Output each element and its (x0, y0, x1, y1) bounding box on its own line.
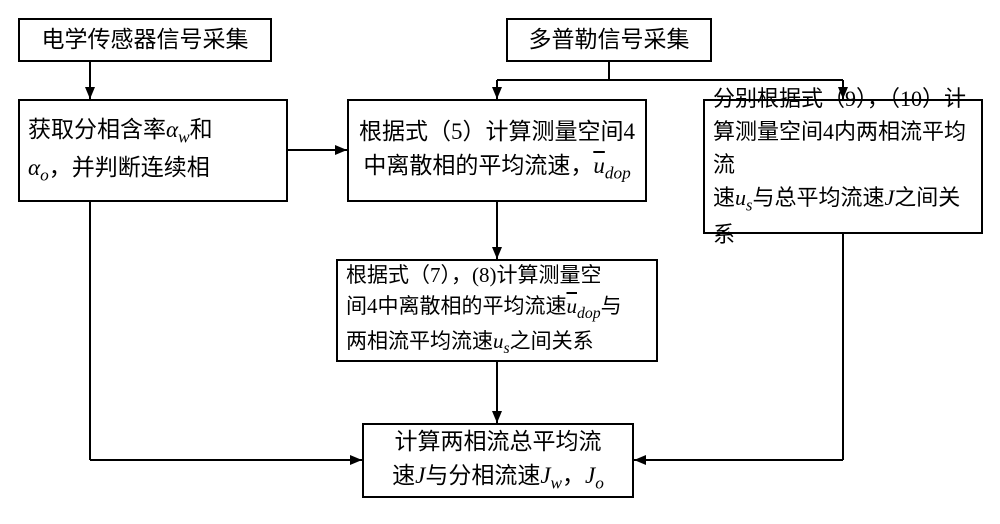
node-eq5-velocity: 根据式（5）计算测量空间4中离散相的平均流速，udop (347, 99, 647, 202)
node-compute-total: 计算两相流总平均流速J与分相流速Jw，Jo (362, 423, 634, 498)
node-doppler-signal: 多普勒信号采集 (506, 18, 712, 62)
node-label: 根据式（7），(8)计算测量空间4中离散相的平均流速udop与两相流平均流速us… (346, 260, 622, 361)
node-phase-fraction: 获取分相含率αw和αo，并判断连续相 (18, 99, 288, 202)
node-label: 获取分相含率αw和αo，并判断连续相 (28, 113, 213, 188)
node-eq9-10-relation: 分别根据式（9），（10）计算测量空间4内两相流平均流速us与总平均流速J之间关… (703, 99, 983, 234)
node-electrical-sensor: 电学传感器信号采集 (18, 18, 272, 62)
node-label: 多普勒信号采集 (529, 23, 690, 58)
node-label: 计算两相流总平均流速J与分相流速Jw，Jo (392, 425, 604, 497)
node-label: 根据式（5）计算测量空间4中离散相的平均流速，udop (359, 115, 635, 187)
node-label: 电学传感器信号采集 (42, 23, 249, 58)
node-eq7-8-relation: 根据式（7），(8)计算测量空间4中离散相的平均流速udop与两相流平均流速us… (336, 259, 658, 362)
node-label: 分别根据式（9），（10）计算测量空间4内两相流平均流速us与总平均流速J之间关… (713, 82, 973, 251)
